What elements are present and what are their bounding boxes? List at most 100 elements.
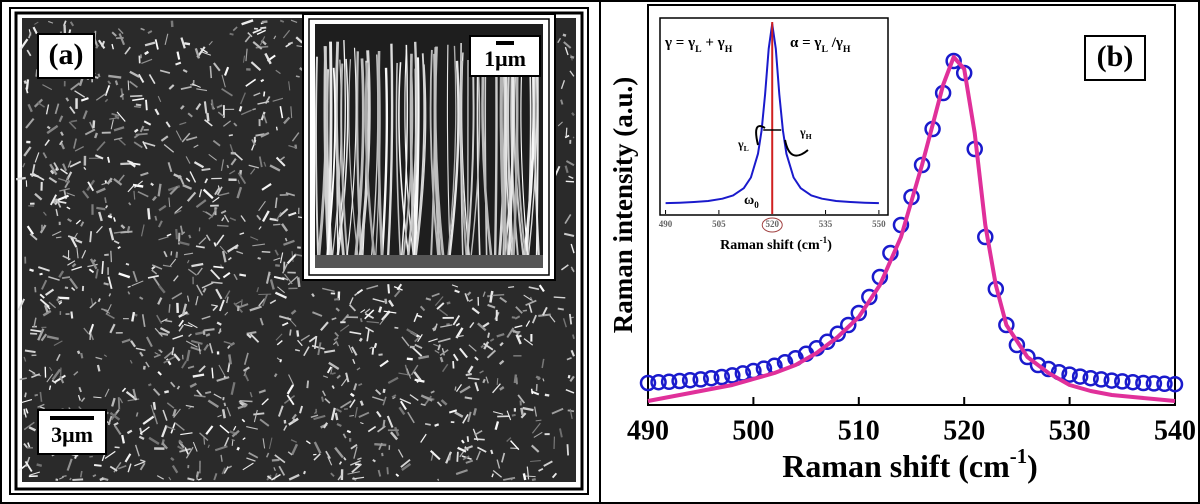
sem-grain xyxy=(467,365,474,374)
sem-grain xyxy=(549,315,556,323)
sem-grain xyxy=(60,131,64,137)
sem-grain xyxy=(241,418,246,423)
sem-grain xyxy=(350,460,361,466)
sem-grain xyxy=(107,214,113,219)
sem-grain xyxy=(430,390,435,394)
sem-grain xyxy=(208,214,215,220)
sem-grain xyxy=(166,425,176,431)
sem-grain xyxy=(96,225,103,234)
sem-grain xyxy=(153,412,159,425)
sem-grain xyxy=(231,439,236,442)
sem-grain xyxy=(195,103,202,111)
sem-grain xyxy=(464,293,470,302)
sem-grain xyxy=(203,437,206,445)
sem-grain xyxy=(412,346,423,357)
sem-grain xyxy=(357,457,362,461)
sem-grain xyxy=(273,467,276,471)
sem-grain xyxy=(157,183,162,197)
sem-grain xyxy=(173,209,182,215)
sem-grain xyxy=(161,425,168,438)
sem-grain xyxy=(185,156,191,164)
sem-grain xyxy=(55,236,62,239)
sem-grain xyxy=(291,413,297,420)
sem-grain xyxy=(262,113,268,124)
sem-grain xyxy=(66,458,73,471)
sem-grain xyxy=(277,286,285,294)
sem-grain xyxy=(354,407,358,418)
sem-grain xyxy=(217,414,222,418)
sem-grain xyxy=(249,333,260,343)
sem-grain xyxy=(28,426,37,432)
sem-grain xyxy=(147,30,153,34)
sem-grain xyxy=(103,354,108,358)
sem-grain xyxy=(127,285,131,288)
sem-grain xyxy=(145,336,153,348)
sem-grain xyxy=(406,368,412,379)
sem-grain xyxy=(71,286,76,292)
sem-grain xyxy=(62,163,68,172)
sem-grain xyxy=(259,36,266,46)
sem-grain xyxy=(63,20,67,26)
sem-grain xyxy=(140,224,145,237)
sem-grain xyxy=(226,164,230,169)
nanowire xyxy=(520,58,529,263)
sem-grain xyxy=(217,111,225,118)
sem-grain xyxy=(179,225,184,234)
sem-grain xyxy=(205,391,212,395)
sem-grain xyxy=(364,308,371,314)
sem-grain xyxy=(145,99,148,111)
sem-grain xyxy=(54,199,60,206)
sem-grain xyxy=(140,171,149,177)
sem-grain xyxy=(464,445,473,451)
sem-grain xyxy=(131,280,144,287)
sem-grain xyxy=(528,286,540,291)
label-box xyxy=(1084,35,1146,81)
sem-grain xyxy=(248,164,259,169)
sem-grain xyxy=(221,250,227,263)
sem-grain xyxy=(205,234,211,242)
sem-grain xyxy=(465,372,472,377)
sem-grain xyxy=(339,324,350,332)
sem-grain xyxy=(89,231,93,243)
sem-grain xyxy=(273,223,281,226)
sem-grain xyxy=(228,465,233,469)
sem-grain xyxy=(104,388,110,397)
sem-grain xyxy=(366,284,379,290)
sem-grain xyxy=(534,406,538,417)
sem-grain xyxy=(167,162,173,173)
sem-grain xyxy=(196,88,208,92)
data-point xyxy=(713,368,731,386)
sem-grain xyxy=(358,337,363,342)
sem-grain xyxy=(28,32,32,39)
sem-grain xyxy=(218,192,230,197)
sem-grain xyxy=(448,409,458,414)
sem-grain xyxy=(401,336,410,347)
sem-grain xyxy=(284,237,288,242)
sem-grain xyxy=(482,291,486,298)
sem-grain xyxy=(451,284,459,288)
sem-grain xyxy=(424,422,431,426)
sem-grain xyxy=(58,177,71,183)
sem-grain xyxy=(456,451,459,462)
sem-grain xyxy=(42,152,48,159)
annotation-part: /γ xyxy=(828,35,843,51)
sem-grain xyxy=(472,408,477,416)
sem-grain xyxy=(452,315,461,326)
sem-grain xyxy=(133,190,136,200)
sem-grain xyxy=(49,169,55,175)
sem-grain xyxy=(152,276,160,287)
sem-grain xyxy=(324,349,336,354)
nanowire xyxy=(414,64,427,263)
sem-grain xyxy=(280,223,289,232)
sem-grain xyxy=(71,266,83,271)
sem-grain xyxy=(289,329,292,336)
sem-grain xyxy=(192,373,205,378)
sem-grain xyxy=(48,20,54,24)
sem-grain xyxy=(129,80,138,88)
sem-grain xyxy=(39,406,45,410)
sem-grain xyxy=(448,455,452,461)
sem-grain xyxy=(126,429,133,435)
sem-grain xyxy=(446,323,450,326)
sem-grain xyxy=(93,464,102,467)
sem-grain xyxy=(279,156,286,161)
